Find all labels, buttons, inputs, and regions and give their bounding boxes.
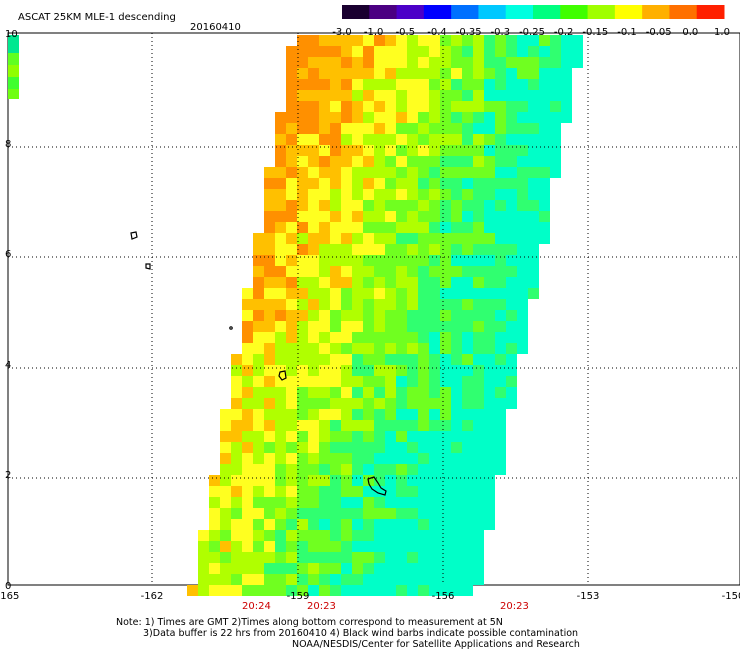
- latitude-label: 4: [5, 360, 11, 371]
- latitude-label: 10: [5, 29, 18, 40]
- longitude-labels: -165 -162 -159 -156 -153 -150: [0, 591, 740, 602]
- longitude-label: -153: [577, 591, 600, 602]
- colorbar-swatches: [342, 5, 725, 19]
- colorbar-swatch: [396, 5, 425, 19]
- footer-note-1: Note: 1) Times are GMT 2)Times along bot…: [116, 617, 503, 628]
- longitude-label: -165: [0, 591, 19, 602]
- product-date: 20160410: [190, 22, 241, 33]
- longitude-label: -150: [722, 591, 740, 602]
- time-label: 20:23: [500, 601, 529, 612]
- island-outline: [278, 370, 287, 381]
- colorbar-swatch: [478, 5, 507, 19]
- colorbar-swatch: [451, 5, 479, 19]
- longitude-label: -159: [287, 591, 310, 602]
- footer-credit: NOAA/NESDIS/Center for Satellite Applica…: [292, 639, 580, 650]
- colorbar-swatch: [369, 5, 398, 19]
- product-title: ASCAT 25KM MLE-1 descending: [18, 12, 176, 23]
- footer-note-2: 3)Data buffer is 22 hrs from 20160410 4)…: [143, 628, 578, 639]
- latitude-label: 0: [5, 581, 11, 592]
- lat-lon-grid: [8, 33, 740, 585]
- colorbar-swatch: [505, 5, 534, 19]
- longitude-label: -162: [141, 591, 164, 602]
- latitude-label: 2: [5, 470, 11, 481]
- island-outlines: [130, 231, 387, 496]
- island-outline: [130, 231, 138, 240]
- island-outline: [229, 326, 233, 330]
- latitude-label: 6: [5, 249, 11, 260]
- colorbar-swatch: [533, 5, 561, 19]
- colorbar-swatch: [423, 5, 452, 19]
- colorbar-swatch: [614, 5, 643, 19]
- colorbar-swatch: [560, 5, 589, 19]
- colorbar-swatch: [669, 5, 698, 19]
- colorbar-swatch: [587, 5, 616, 19]
- time-label: 20:24: [242, 601, 271, 612]
- wind-swath: [187, 35, 583, 596]
- latitude-labels: 0 2 4 6 8 10: [5, 29, 18, 592]
- island-outline: [145, 263, 151, 270]
- island-outline: [367, 476, 387, 496]
- latitude-label: 8: [5, 139, 11, 150]
- left-legend-strip: [8, 35, 19, 99]
- colorbar-swatch: [696, 5, 725, 19]
- colorbar-swatch: [642, 5, 670, 19]
- longitude-label: -156: [432, 591, 455, 602]
- colorbar-swatch: [342, 5, 370, 19]
- time-label: 20:23: [307, 601, 336, 612]
